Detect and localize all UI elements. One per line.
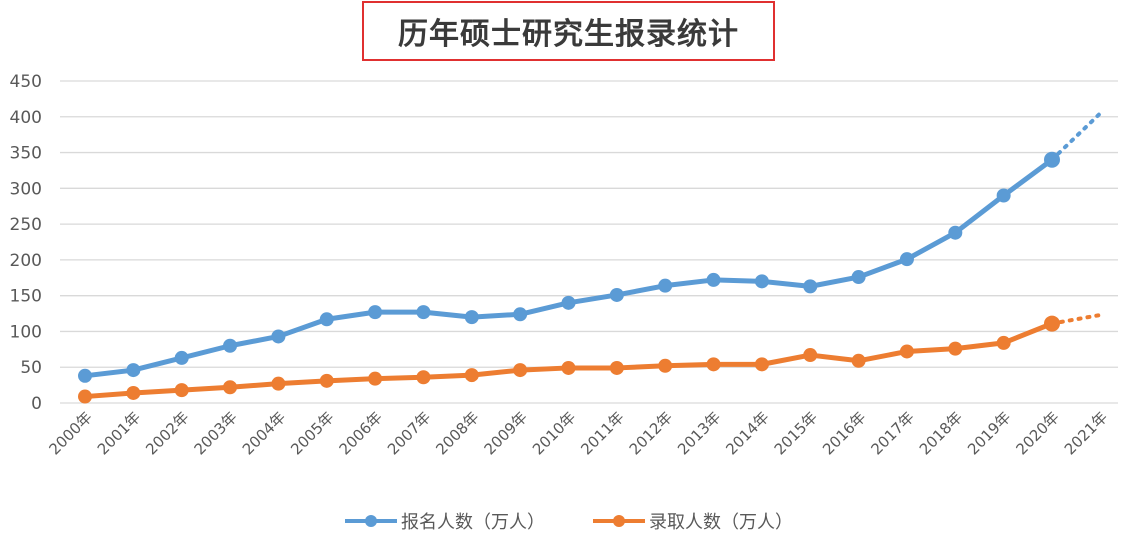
data-point: [368, 305, 383, 320]
data-point: [126, 363, 141, 378]
data-point: [223, 338, 238, 353]
x-tick-label: 2010年: [529, 408, 579, 458]
x-tick-label: 2014年: [722, 408, 772, 458]
data-point: [754, 357, 769, 372]
data-point: [561, 295, 576, 310]
x-tick-label: 2002年: [142, 408, 192, 458]
x-tick-label: 2015年: [771, 408, 821, 458]
data-point: [851, 270, 866, 285]
x-tick-label: 2007年: [384, 408, 434, 458]
chart-title: 历年硕士研究生报录统计: [398, 17, 739, 52]
data-point: [803, 279, 818, 294]
y-tick-label: 0: [31, 394, 42, 414]
legend-item-admitted: 录取人数（万人）: [593, 508, 793, 534]
data-point: [851, 353, 866, 368]
data-point: [948, 225, 963, 240]
data-point: [899, 344, 914, 359]
y-tick-label: 400: [10, 108, 42, 128]
x-tick-label: 2001年: [94, 408, 144, 458]
x-tick-label: 2003年: [191, 408, 241, 458]
x-tick-label: 2013年: [674, 408, 724, 458]
data-point: [126, 385, 141, 400]
x-tick-label: 2004年: [239, 408, 289, 458]
data-point: [78, 368, 92, 383]
x-tick-label: 2012年: [626, 408, 676, 458]
y-axis-labels: 0 50 100 150 200 250 300 350 400 450: [10, 72, 42, 414]
x-tick-label: 2021年: [1061, 408, 1111, 458]
data-point: [803, 348, 818, 363]
x-tick-label: 2011年: [577, 408, 627, 458]
data-point: [174, 383, 189, 398]
data-point: [174, 350, 189, 365]
data-point: [658, 358, 673, 373]
legend-label-admitted: 录取人数（万人）: [649, 512, 793, 533]
data-point: [368, 371, 383, 386]
data-point: [319, 312, 334, 327]
x-axis-labels: 2000年2001年2002年2003年2004年2005年2006年2007年…: [45, 408, 1111, 458]
data-series: [78, 111, 1103, 404]
data-point: [609, 360, 624, 375]
x-tick-label: 2005年: [287, 408, 337, 458]
x-tick-label: 2020年: [1012, 408, 1062, 458]
data-point: [706, 272, 721, 287]
data-point: [609, 287, 624, 302]
data-point: [1044, 315, 1060, 332]
data-point: [416, 305, 431, 320]
x-tick-label: 2017年: [867, 408, 917, 458]
data-point: [513, 363, 528, 378]
data-point: [948, 341, 963, 356]
y-tick-label: 100: [10, 322, 42, 342]
y-tick-label: 200: [10, 251, 42, 271]
x-tick-label: 2019年: [964, 408, 1014, 458]
data-point: [706, 357, 721, 372]
data-point: [1044, 151, 1060, 168]
data-point: [464, 310, 479, 325]
x-tick-label: 2018年: [916, 408, 966, 458]
chart-title-box: 历年硕士研究生报录统计: [362, 1, 775, 61]
x-tick-label: 2000年: [45, 408, 95, 458]
data-point: [271, 329, 286, 344]
series-projection-0: [1050, 111, 1103, 162]
data-point: [996, 188, 1011, 203]
data-point: [561, 360, 576, 375]
y-tick-label: 300: [10, 179, 42, 199]
legend-marker-orange-icon: [593, 515, 645, 527]
series-projection-1: [1050, 312, 1103, 326]
data-point: [319, 373, 334, 388]
gridlines: [60, 80, 1118, 404]
y-tick-label: 250: [10, 215, 42, 235]
legend-marker-blue-icon: [345, 515, 397, 527]
chart-legend: 报名人数（万人） 录取人数（万人）: [0, 508, 1138, 534]
data-point: [996, 335, 1011, 350]
data-point: [223, 380, 238, 395]
data-point: [899, 252, 914, 267]
legend-label-applicants: 报名人数（万人）: [401, 512, 545, 533]
y-tick-label: 50: [20, 358, 42, 378]
x-tick-label: 2009年: [481, 408, 531, 458]
data-point: [416, 370, 431, 385]
legend-item-applicants: 报名人数（万人）: [345, 508, 545, 534]
y-tick-label: 450: [10, 72, 42, 92]
data-point: [513, 307, 528, 322]
data-point: [464, 368, 479, 383]
data-point: [78, 389, 92, 404]
data-point: [658, 278, 673, 293]
x-tick-label: 2006年: [336, 408, 386, 458]
data-point: [754, 274, 769, 289]
x-tick-label: 2008年: [432, 408, 482, 458]
x-tick-label: 2016年: [819, 408, 869, 458]
y-tick-label: 350: [10, 144, 42, 164]
y-tick-label: 150: [10, 287, 42, 307]
data-point: [271, 376, 286, 391]
